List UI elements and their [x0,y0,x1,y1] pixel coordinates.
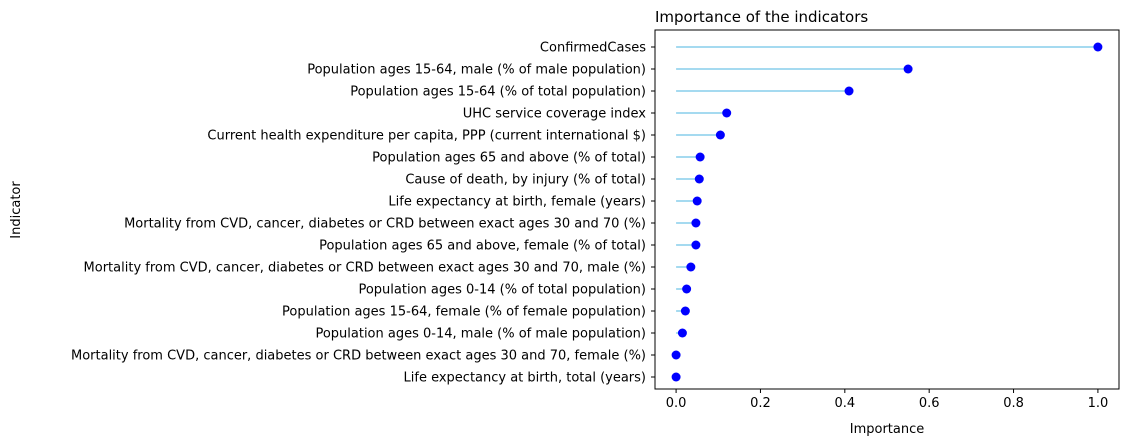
y-tick-label: Population ages 15-64, female (% of fema… [282,305,646,320]
data-point [692,196,702,206]
data-point [686,262,696,272]
data-point [694,174,704,184]
data-point [1093,42,1103,52]
data-point [680,306,690,316]
x-tick-label: 0.2 [750,396,771,411]
y-axis-ticks: ConfirmedCases Population ages 15-64, mal… [71,41,655,386]
x-tick-label: 0.4 [834,396,855,411]
data-point [844,86,854,96]
y-tick-label: Population ages 65 and above (% of total… [372,151,646,166]
y-tick-label: Population ages 15-64 (% of total popula… [350,85,646,100]
x-tick-label: 1.0 [1088,396,1109,411]
x-tick-label: 0.0 [666,396,687,411]
y-axis-title: Indicator [9,181,24,239]
y-tick-label: ConfirmedCases [540,41,646,56]
y-tick-label: Population ages 0-14, male (% of male po… [315,327,646,342]
plot-frame [654,29,1120,390]
x-tick-label: 0.6 [919,396,940,411]
data-point [682,284,692,294]
chart-marks [671,42,1103,382]
x-axis-title: Importance [850,422,925,437]
data-point [671,372,681,382]
x-tick-label: 0.8 [1003,396,1024,411]
data-point [691,218,701,228]
y-tick-label: Population ages 15-64, male (% of male p… [307,63,646,78]
data-point [671,350,681,360]
y-tick-label: Life expectancy at birth, female (years) [388,195,646,210]
y-tick-label: Life expectancy at birth, total (years) [404,371,646,386]
x-axis-ticks: 0.0 0.2 0.4 0.6 0.8 1.0 [666,389,1109,411]
y-tick-label: Population ages 65 and above, female (% … [319,239,646,254]
data-point [722,108,732,118]
y-tick-label: Mortality from CVD, cancer, diabetes or … [84,261,646,276]
data-point [691,240,701,250]
chart-title: Importance of the indicators [655,8,868,26]
y-tick-label: Current health expenditure per capita, P… [207,129,646,144]
data-point [715,130,725,140]
y-tick-label: Mortality from CVD, cancer, diabetes or … [124,217,646,232]
data-point [695,152,705,162]
data-point [677,328,687,338]
y-tick-label: Cause of death, by injury (% of total) [405,173,646,188]
y-tick-label: UHC service coverage index [463,107,647,122]
y-tick-label: Mortality from CVD, cancer, diabetes or … [71,349,646,364]
y-tick-label: Population ages 0-14 (% of total populat… [358,283,646,298]
data-point [903,64,913,74]
